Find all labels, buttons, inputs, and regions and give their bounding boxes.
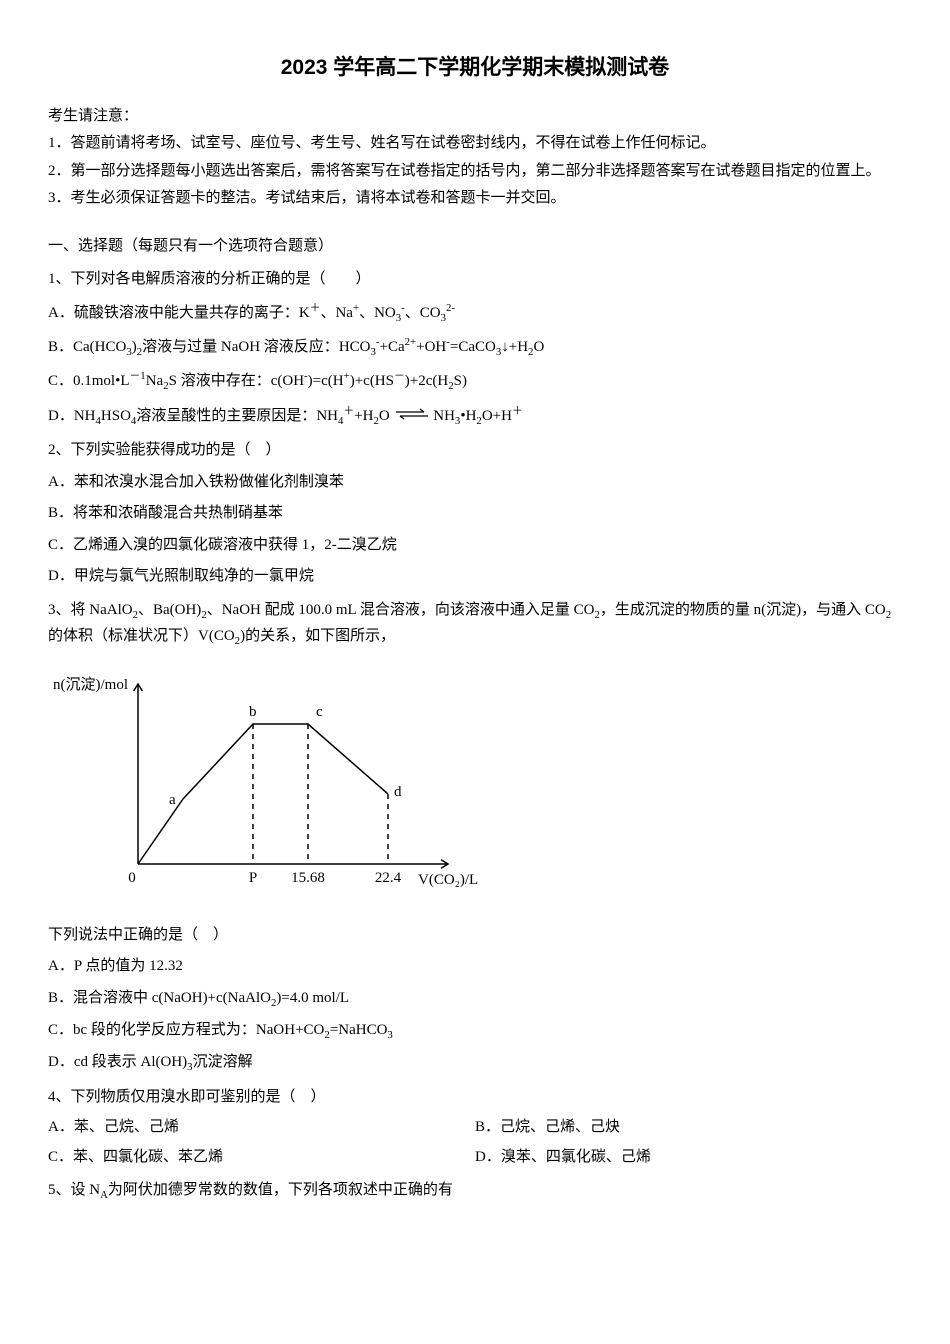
question-2-stem: 2、下列实验能获得成功的是（ ） xyxy=(48,438,902,464)
text: D．cd 段表示 Al(OH) xyxy=(48,1054,187,1070)
question-2-option-a: A．苯和浓溴水混合加入铁粉做催化剂制溴苯 xyxy=(48,470,902,496)
text: )=4.0 mol/L xyxy=(276,990,349,1006)
question-2-option-b: B．将苯和浓硝酸混合共热制硝基苯 xyxy=(48,501,902,527)
svg-text:b: b xyxy=(249,704,257,720)
question-4-row-2: C．苯、四氯化碳、苯乙烯 D．溴苯、四氯化碳、己烯 xyxy=(48,1145,902,1171)
question-3-post: 下列说法中正确的是（ ） xyxy=(48,923,902,949)
svg-text:0: 0 xyxy=(128,870,136,886)
text: ，生成沉淀的物质的量 n(沉淀)，与通入 CO xyxy=(600,602,886,618)
text: 溶液呈酸性的主要原因是：NH xyxy=(136,408,338,424)
question-4-option-b: B．己烷、己烯、己炔 xyxy=(475,1115,902,1141)
question-5-stem: 5、设 NA为阿伏加德罗常数的数值，下列各项叙述中正确的有 xyxy=(48,1178,902,1204)
question-3-option-b: B．混合溶液中 c(NaOH)+c(NaAlO2)=4.0 mol/L xyxy=(48,986,902,1012)
text: O xyxy=(533,339,544,355)
question-4-option-d: D．溴苯、四氯化碳、己烯 xyxy=(475,1145,902,1171)
text: HSO xyxy=(101,408,131,424)
question-3-option-a: A．P 点的值为 12.32 xyxy=(48,954,902,980)
text: O+H xyxy=(482,408,512,424)
question-4-stem: 4、下列物质仅用溴水即可鉴别的是（ ） xyxy=(48,1085,902,1111)
text: 、Na xyxy=(320,305,353,321)
text: 、Ba(OH) xyxy=(138,602,201,618)
svg-text:22.4: 22.4 xyxy=(375,870,402,886)
question-4-row-1: A．苯、己烷、己烯 B．己烷、己烯、己炔 xyxy=(48,1115,902,1141)
text: +Ca xyxy=(380,339,405,355)
question-2-option-c: C．乙烯通入溴的四氯化碳溶液中获得 1，2-二溴乙烷 xyxy=(48,533,902,559)
question-4-option-a: A．苯、己烷、己烯 xyxy=(48,1115,475,1141)
svg-text:P: P xyxy=(249,870,257,886)
question-2-option-d: D．甲烷与氯气光照制取纯净的一氯甲烷 xyxy=(48,564,902,590)
notice-item-2: 2．第一部分选择题每小题选出答案后，需将答案写在试卷指定的括号内，第二部分非选择… xyxy=(48,159,902,185)
svg-text:d: d xyxy=(394,784,402,800)
text: C．bc 段的化学反应方程式为：NaOH+CO xyxy=(48,1022,324,1038)
text: ↓+H xyxy=(501,339,528,355)
question-3-option-d: D．cd 段表示 Al(OH)3沉淀溶解 xyxy=(48,1050,902,1076)
precipitate-graph: n(沉淀)/mol V(CO₂)/L 0 P 15.68 22.4 a b c d xyxy=(48,664,902,909)
text: )+2c(H xyxy=(405,373,448,389)
text: 沉淀溶解 xyxy=(193,1054,253,1070)
svg-text:n(沉淀)/mol: n(沉淀)/mol xyxy=(53,676,128,693)
graph-svg: n(沉淀)/mol V(CO₂)/L 0 P 15.68 22.4 a b c d xyxy=(48,664,478,899)
text: =CaCO xyxy=(450,339,496,355)
text: B．混合溶液中 c(NaOH)+c(NaAlO xyxy=(48,990,271,1006)
text: 为阿伏加德罗常数的数值，下列各项叙述中正确的有 xyxy=(108,1182,453,1198)
text: =NaHCO xyxy=(330,1022,388,1038)
svg-text:a: a xyxy=(169,792,176,808)
text: 、NaOH 配成 100.0 mL 混合溶液，向该溶液中通入足量 CO xyxy=(207,602,595,618)
text: )的关系，如下图所示， xyxy=(240,628,395,644)
section-1-header: 一、选择题（每题只有一个选项符合题意） xyxy=(48,234,902,260)
text: •H xyxy=(460,408,476,424)
text: 、NO xyxy=(359,305,396,321)
question-1-option-d: D．NH4HSO4溶液呈酸性的主要原因是：NH4＋+H2O NH3•H2O+H＋ xyxy=(48,402,902,430)
text: 溶液与过量 NaOH 溶液反应：HCO xyxy=(142,339,370,355)
text: )+c(HS xyxy=(350,373,394,389)
text: O xyxy=(379,408,390,424)
text: +OH xyxy=(416,339,446,355)
svg-text:15.68: 15.68 xyxy=(291,870,325,886)
text: Na xyxy=(146,373,164,389)
text: B．Ca(HCO xyxy=(48,339,126,355)
page-title: 2023 学年高二下学期化学期末模拟测试卷 xyxy=(48,50,902,86)
question-3-option-c: C．bc 段的化学反应方程式为：NaOH+CO2=NaHCO3 xyxy=(48,1018,902,1044)
svg-text:c: c xyxy=(316,704,323,720)
question-1-option-b: B．Ca(HCO3)2溶液与过量 NaOH 溶液反应：HCO3-+Ca2++OH… xyxy=(48,333,902,361)
text: )=c(H xyxy=(308,373,344,389)
text: +H xyxy=(354,408,373,424)
text: C．0.1mol•L xyxy=(48,373,130,389)
question-3-stem: 3、将 NaAlO2、Ba(OH)2、NaOH 配成 100.0 mL 混合溶液… xyxy=(48,598,902,651)
text: S 溶液中存在：c(OH xyxy=(169,373,304,389)
question-1-option-a: A．硫酸铁溶液中能大量共存的离子：K＋、Na+、NO3-、CO32- xyxy=(48,299,902,327)
text: A．硫酸铁溶液中能大量共存的离子：K xyxy=(48,305,310,321)
notice-item-1: 1．答题前请将考场、试室号、座位号、考生号、姓名写在试卷密封线内，不得在试卷上作… xyxy=(48,131,902,157)
notice-header: 考生请注意： xyxy=(48,104,902,130)
question-1-option-c: C．0.1mol•L－1Na2S 溶液中存在：c(OH-)=c(H+)+c(HS… xyxy=(48,367,902,395)
notice-item-3: 3．考生必须保证答题卡的整洁。考试结束后，请将本试卷和答题卡一并交回。 xyxy=(48,186,902,212)
text: D．NH xyxy=(48,408,96,424)
text: S) xyxy=(454,373,467,389)
text: NH xyxy=(433,408,455,424)
svg-text:V(CO₂)/L: V(CO₂)/L xyxy=(418,872,478,888)
question-1-stem: 1、下列对各电解质溶液的分析正确的是（ ） xyxy=(48,267,902,293)
question-4-option-c: C．苯、四氯化碳、苯乙烯 xyxy=(48,1145,475,1171)
text: 5、设 N xyxy=(48,1182,100,1198)
equilibrium-arrow-icon xyxy=(394,404,430,430)
text: 、CO xyxy=(405,305,441,321)
text: 3、将 NaAlO xyxy=(48,602,133,618)
text: 的体积（标准状况下）V(CO xyxy=(48,628,235,644)
